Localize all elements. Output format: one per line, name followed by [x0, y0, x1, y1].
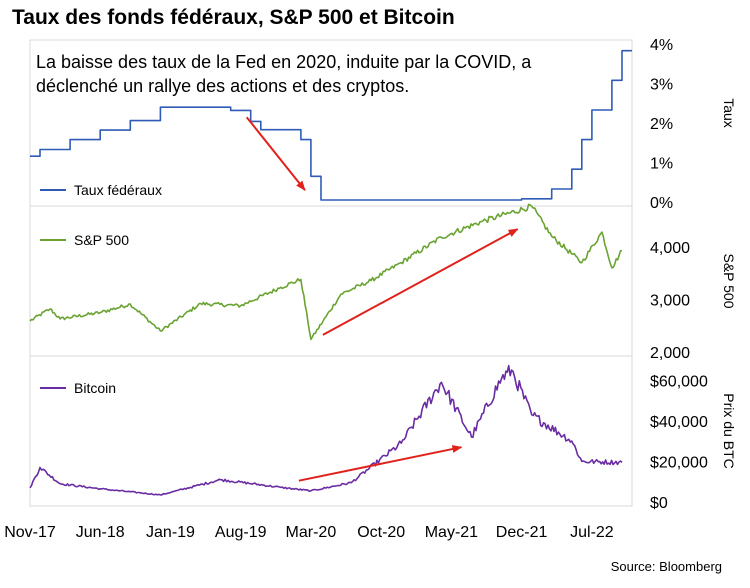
rates-ytick-label: 4% — [650, 37, 673, 54]
btc-ytick-label: $60,000 — [650, 373, 708, 390]
x-tick-label: Nov-17 — [4, 524, 56, 541]
annotation-arrow — [298, 445, 463, 482]
rates-ytick-label: 3% — [650, 77, 673, 94]
btc-axis-title: Prix du BTC — [721, 393, 737, 468]
annotation-arrow — [245, 116, 306, 191]
source-note: Source: Bloomberg — [610, 559, 722, 574]
x-tick-label: Jan-19 — [146, 524, 195, 541]
rates-legend-label: Taux fédéraux — [74, 182, 162, 198]
btc-legend-label: Bitcoin — [74, 380, 116, 396]
spx-ytick-label: 2,000 — [650, 345, 690, 362]
spx-ytick-label: 4,000 — [650, 240, 690, 257]
spx-series-line — [29, 203, 623, 341]
annotation-arrow — [322, 228, 519, 336]
rates-ytick-label: 0% — [650, 195, 673, 212]
x-tick-label: Mar-20 — [286, 524, 337, 541]
spx-axis-title: S&P 500 — [721, 253, 737, 308]
chart-subtitle: La baisse des taux de la Fed en 2020, in… — [36, 50, 596, 98]
btc-ytick-label: $20,000 — [650, 454, 708, 471]
btc-ytick-label: $0 — [650, 495, 668, 512]
x-tick-label: Dec-21 — [496, 524, 548, 541]
chart-frame — [29, 39, 633, 507]
x-tick-label: Jun-18 — [76, 524, 125, 541]
chart-title: Taux des fonds fédéraux, S&P 500 et Bitc… — [12, 6, 455, 29]
rates-axis-title: Taux — [721, 98, 737, 128]
btc-ytick-label: $40,000 — [650, 414, 708, 431]
rates-series-line — [30, 49, 632, 201]
rates-ytick-label: 2% — [650, 116, 673, 133]
spx-legend-label: S&P 500 — [74, 232, 129, 248]
btc-series-line — [29, 364, 623, 496]
rates-ytick-label: 1% — [650, 156, 673, 173]
x-tick-label: Jul-22 — [570, 524, 614, 541]
x-tick-label: May-21 — [425, 524, 478, 541]
x-tick-label: Aug-19 — [215, 524, 267, 541]
spx-ytick-label: 3,000 — [650, 292, 690, 309]
x-tick-label: Oct-20 — [357, 524, 405, 541]
